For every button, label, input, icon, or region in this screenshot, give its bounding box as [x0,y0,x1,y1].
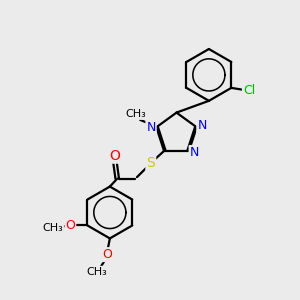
Text: N: N [146,121,156,134]
Text: CH₃: CH₃ [86,267,107,277]
Text: N: N [190,146,199,159]
Text: O: O [110,149,120,163]
Text: CH₃: CH₃ [125,109,146,119]
Text: CH₃: CH₃ [42,224,63,233]
Text: S: S [146,156,155,170]
Text: O: O [65,219,75,232]
Text: Cl: Cl [243,84,255,97]
Text: N: N [197,119,207,132]
Text: O: O [102,248,112,261]
